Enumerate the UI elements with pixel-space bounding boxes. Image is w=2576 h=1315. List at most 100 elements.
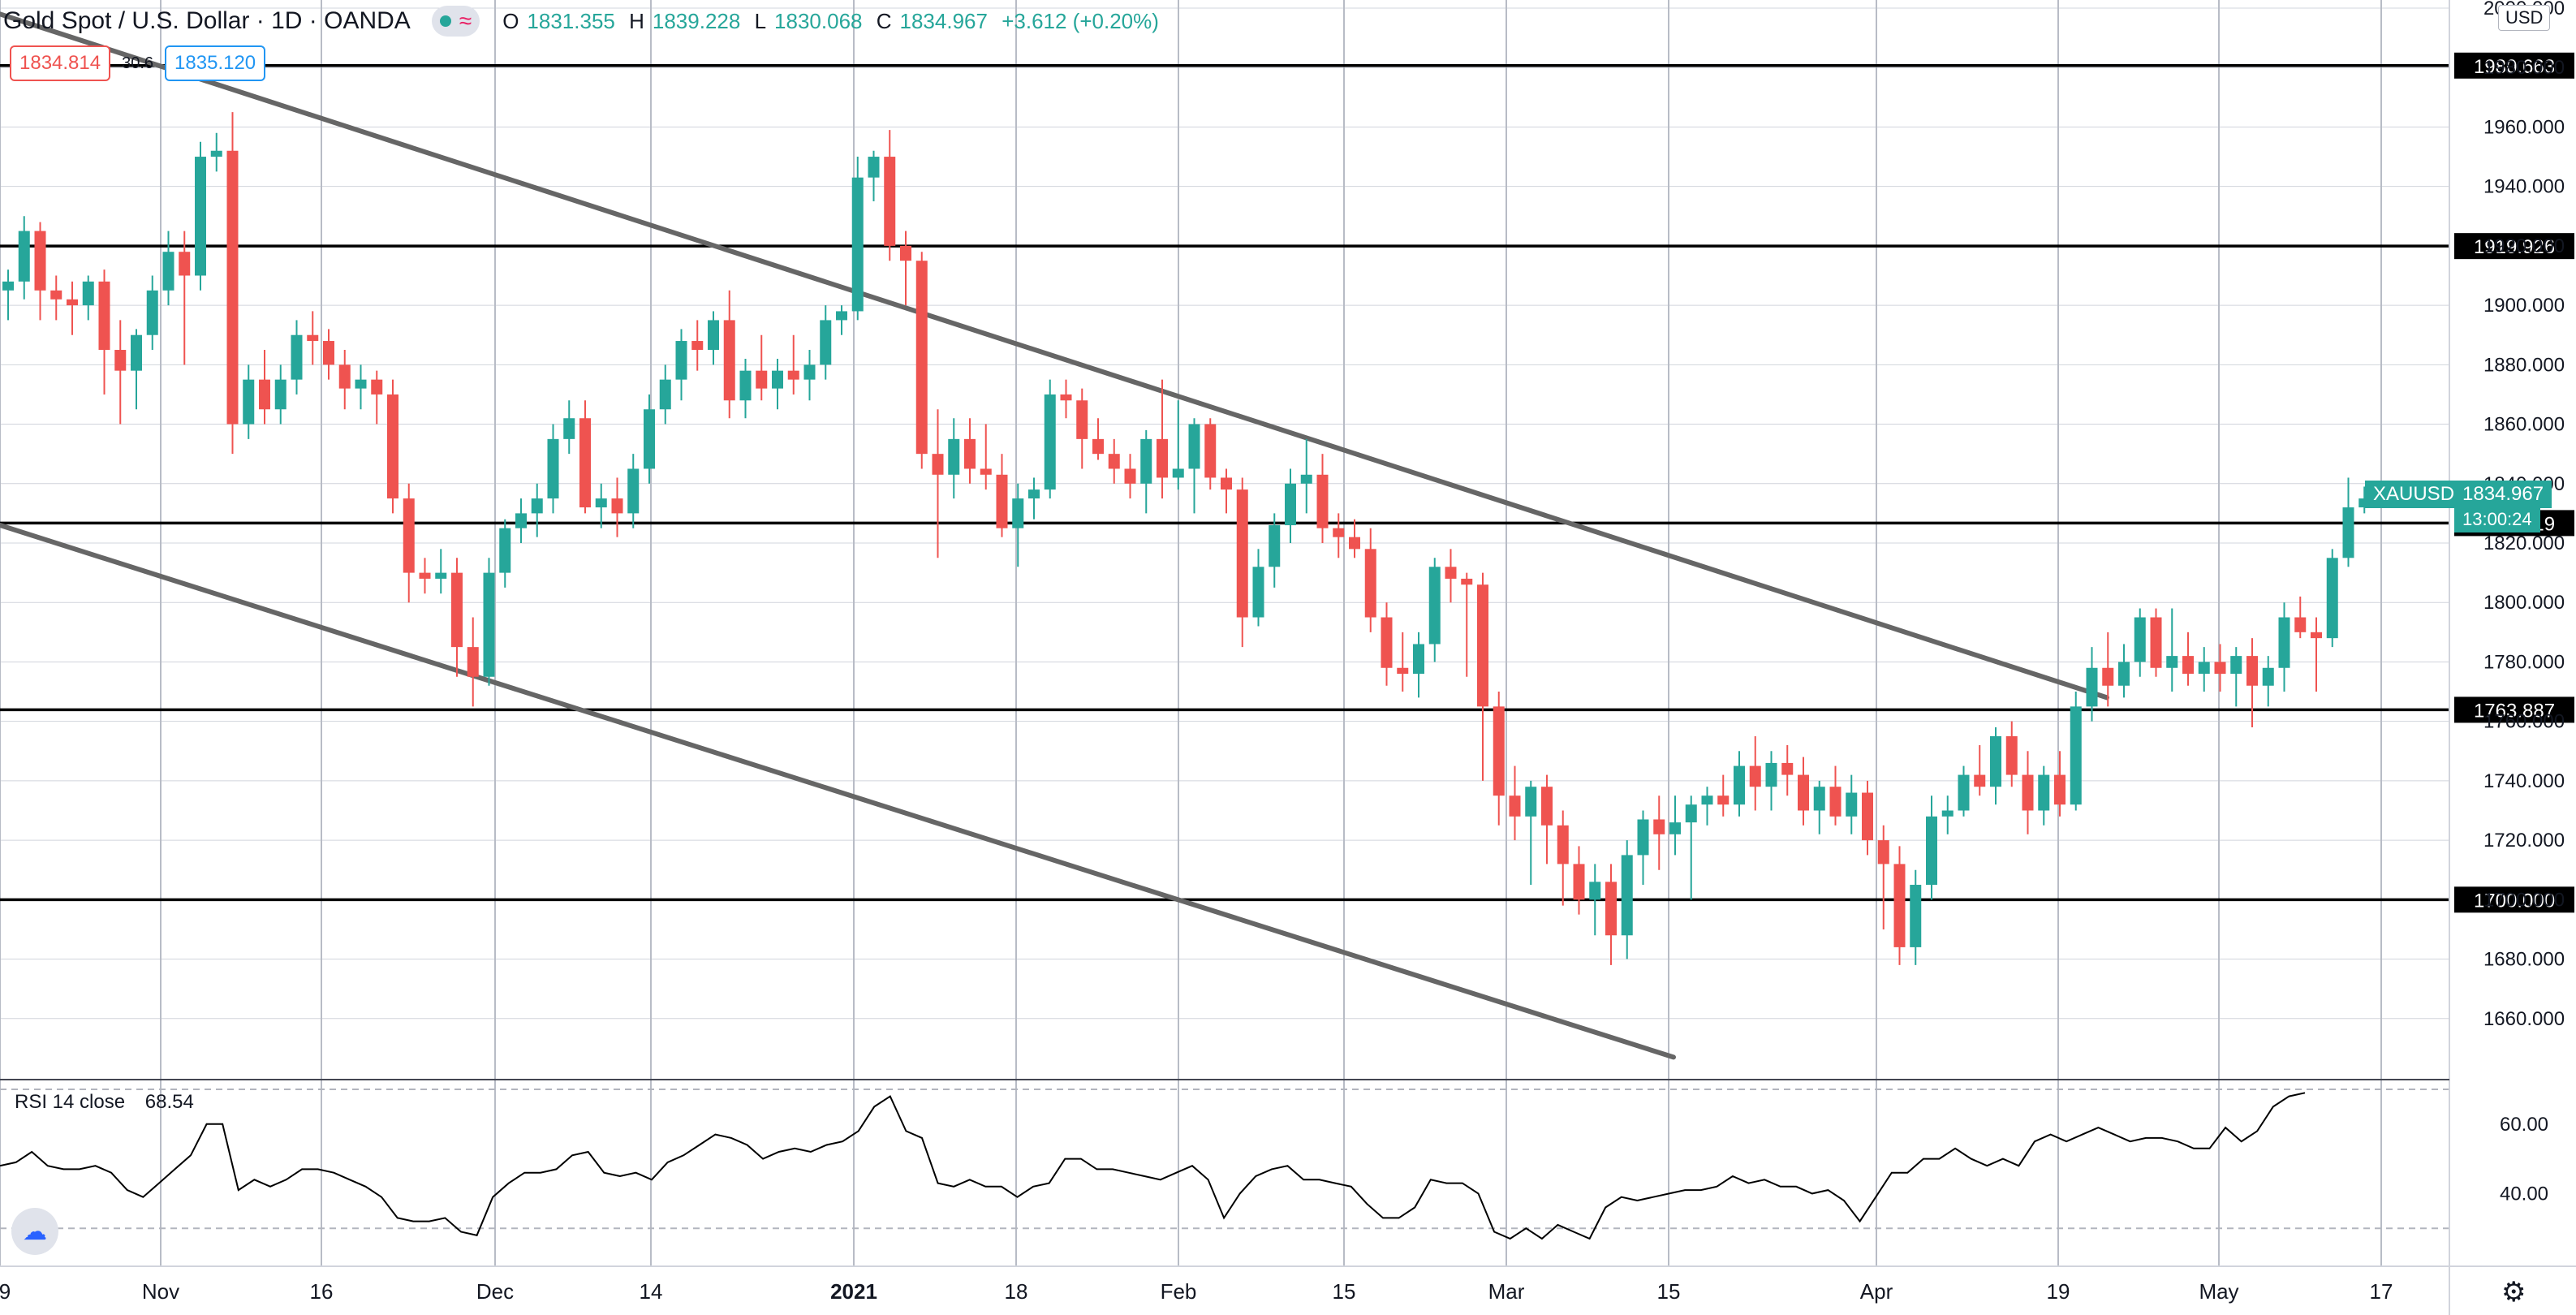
candle-body bbox=[2, 281, 14, 291]
level-tag-bg bbox=[2454, 233, 2574, 260]
candle-body bbox=[2150, 617, 2162, 668]
candle-body bbox=[451, 572, 463, 648]
close-label: C bbox=[876, 8, 892, 33]
candle-body bbox=[884, 157, 896, 246]
candle-body bbox=[627, 468, 640, 514]
candle-body bbox=[499, 528, 511, 573]
candle-body bbox=[772, 370, 783, 389]
candle-body bbox=[836, 311, 847, 321]
currency-label[interactable]: USD bbox=[2498, 5, 2551, 31]
candle-body bbox=[915, 261, 928, 455]
candle-body bbox=[1941, 810, 1954, 817]
candle-body bbox=[210, 150, 222, 157]
candle-body bbox=[1926, 816, 1937, 886]
ohlc-values: O 1831.355 H 1839.228 L 1830.068 C 1834.967 … bbox=[502, 9, 1167, 34]
price-tick-label: 1700.000 bbox=[2483, 889, 2565, 911]
time-tick-label: 19 bbox=[2047, 1279, 2070, 1304]
candle-body bbox=[1364, 549, 1376, 618]
candle-body bbox=[82, 281, 94, 306]
candle-body bbox=[1669, 822, 1681, 834]
price-tick-label: 1960.000 bbox=[2483, 116, 2565, 138]
candle-body bbox=[403, 498, 415, 573]
gear-icon[interactable]: ⚙ bbox=[2501, 1277, 2526, 1308]
price-tick-label: 1860.000 bbox=[2483, 414, 2565, 436]
candle-body bbox=[1252, 567, 1264, 618]
candle-body bbox=[675, 341, 687, 380]
candle-body bbox=[2182, 656, 2194, 675]
candle-body bbox=[1413, 644, 1424, 675]
candle-body bbox=[2198, 662, 2210, 675]
price-tick-label: 1980.000 bbox=[2483, 57, 2565, 79]
price-tick-label: 1680.000 bbox=[2483, 949, 2565, 971]
time-tick-label: 2021 bbox=[830, 1279, 877, 1304]
trendlines bbox=[0, 11, 2109, 1060]
candle-body bbox=[307, 334, 319, 342]
level-tag-label: 1919.926 bbox=[2474, 236, 2555, 258]
candle-body bbox=[1108, 454, 1120, 469]
candle-body bbox=[1573, 864, 1585, 900]
tradingview-logo-icon[interactable]: ☁ bbox=[11, 1208, 58, 1255]
candle-body bbox=[2358, 498, 2371, 508]
symbol-price-tag: XAUUSD bbox=[2365, 481, 2463, 509]
candle-body bbox=[1316, 474, 1329, 528]
candle-body bbox=[2311, 632, 2322, 639]
level-tag-bg bbox=[2454, 696, 2574, 723]
candle-body bbox=[2005, 735, 2018, 775]
candle-body bbox=[820, 320, 832, 365]
candle-body bbox=[1461, 578, 1473, 585]
buy-button[interactable]: 1835.120 bbox=[165, 45, 266, 81]
candle-body bbox=[1734, 765, 1745, 805]
candle-body bbox=[274, 379, 286, 410]
candle-body bbox=[1140, 438, 1152, 484]
level-tag-label: 1980.663 bbox=[2474, 56, 2555, 78]
candle-body bbox=[1605, 882, 1617, 936]
candle-body bbox=[1653, 819, 1665, 834]
candle-body bbox=[18, 231, 30, 282]
price-tick-label: 1760.000 bbox=[2483, 711, 2565, 733]
symbol-title[interactable]: Gold Spot / U.S. Dollar · 1D · OANDA bbox=[3, 7, 411, 34]
candle-body bbox=[67, 299, 78, 306]
candle-body bbox=[1910, 885, 1922, 947]
price-tick-label: 1800.000 bbox=[2483, 592, 2565, 614]
candle-body bbox=[964, 438, 976, 469]
candle-body bbox=[2214, 662, 2226, 675]
candle-body bbox=[1381, 617, 1393, 668]
candle-body bbox=[803, 364, 816, 380]
candle-body bbox=[1509, 795, 1521, 817]
trade-buttons: 1834.814 30.6 1835.120 bbox=[10, 45, 266, 81]
candle-body bbox=[195, 157, 206, 276]
price-tick-label: 1920.000 bbox=[2483, 235, 2565, 257]
candle-body bbox=[996, 474, 1008, 528]
candle-body bbox=[2230, 656, 2242, 675]
spread-value: 30.6 bbox=[122, 54, 154, 72]
candle-body bbox=[2166, 656, 2178, 668]
low-value: 1830.068 bbox=[774, 8, 863, 33]
grid-lines bbox=[0, 0, 2449, 1266]
candle-body bbox=[948, 438, 960, 475]
candle-body bbox=[2326, 558, 2338, 639]
candle-body bbox=[162, 252, 174, 291]
level-tag-bg bbox=[2454, 52, 2574, 79]
high-value: 1839.228 bbox=[652, 8, 741, 33]
candle-body bbox=[563, 418, 575, 439]
sell-button[interactable]: 1834.814 bbox=[10, 45, 111, 81]
candle-body bbox=[1717, 795, 1730, 805]
candle-body bbox=[1445, 567, 1457, 579]
candle-body bbox=[1300, 474, 1312, 484]
candle-body bbox=[1285, 483, 1296, 526]
candle-body bbox=[2070, 706, 2082, 805]
status-pill[interactable]: ≈ bbox=[431, 6, 480, 37]
candle-body bbox=[131, 334, 142, 371]
candle-body bbox=[114, 350, 127, 371]
candle-body bbox=[1204, 424, 1217, 478]
candle-body bbox=[1893, 864, 1906, 947]
candle-body bbox=[756, 370, 768, 389]
rsi-label[interactable]: RSI 14 close bbox=[15, 1091, 126, 1113]
candle-body bbox=[419, 572, 431, 579]
candle-body bbox=[1076, 400, 1088, 439]
candle-body bbox=[226, 150, 239, 425]
time-tick-label: Nov bbox=[142, 1279, 179, 1304]
candle-body bbox=[1221, 477, 1232, 490]
candle-body bbox=[1060, 394, 1072, 401]
